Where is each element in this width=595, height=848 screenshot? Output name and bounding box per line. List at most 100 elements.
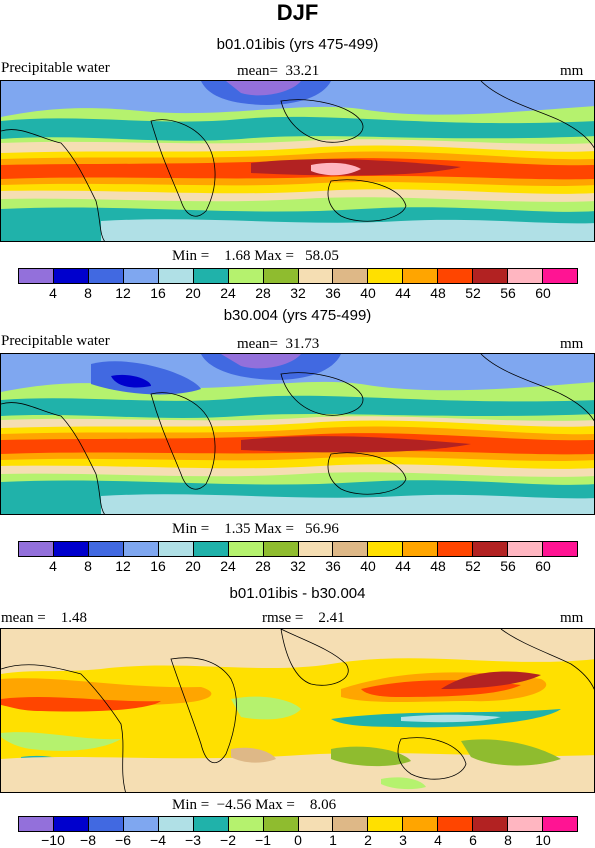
- colorbar-tick-label: 48: [430, 558, 446, 574]
- colorbar-swatch: [158, 269, 194, 283]
- panel-1-variable-label: Precipitable water: [1, 60, 110, 76]
- panel-2-colorbar-ticks: 4 8 12 16 20 24 28 32 36 40 44 48 52 56 60: [18, 558, 578, 574]
- colorbar-tick-label: 60: [535, 558, 551, 574]
- figure-title: DJF: [276, 0, 319, 25]
- colorbar-swatch: [193, 542, 229, 556]
- colorbar-swatch: [508, 269, 544, 283]
- colorbar-tick-label: 56: [500, 285, 516, 301]
- colorbar-swatch: [88, 817, 124, 831]
- colorbar-tick-label: 4: [434, 832, 442, 848]
- colorbar-swatch: [543, 269, 577, 283]
- colorbar-swatch: [123, 269, 159, 283]
- colorbar-swatch: [263, 817, 299, 831]
- colorbar-swatch: [158, 542, 194, 556]
- panel-3-units-label: mm: [560, 610, 584, 626]
- colorbar-swatch: [19, 269, 54, 283]
- colorbar-tick-label: 6: [469, 832, 477, 848]
- panel-2-variable-label: Precipitable water: [1, 333, 110, 349]
- colorbar-tick-label: 2: [364, 832, 372, 848]
- colorbar-tick-label: 40: [360, 285, 376, 301]
- panel-1-minmax: Min = 1.68 Max = 58.05: [172, 248, 339, 264]
- colorbar-tick-label: 56: [500, 558, 516, 574]
- panel-1-colorbar-ticks: 4 8 12 16 20 24 28 32 36 40 44 48 52 56 60: [18, 285, 578, 301]
- colorbar-swatch: [368, 542, 404, 556]
- colorbar-tick-label: −4: [150, 832, 166, 848]
- colorbar-tick-label: 44: [395, 285, 411, 301]
- colorbar-tick-label: 16: [150, 285, 166, 301]
- colorbar-tick-label: 44: [395, 558, 411, 574]
- panel-1-colorbar: [18, 268, 578, 284]
- colorbar-swatch: [263, 269, 299, 283]
- panel-3-rmse-label: rmse = 2.41: [262, 610, 345, 626]
- colorbar-tick-label: 20: [185, 285, 201, 301]
- colorbar-tick-label: 10: [535, 832, 551, 848]
- colorbar-swatch: [508, 817, 544, 831]
- panel-1-mean-label: mean= 33.21: [237, 63, 320, 79]
- colorbar-swatch: [193, 817, 229, 831]
- panel-3-map: [0, 628, 595, 793]
- colorbar-swatch: [473, 817, 509, 831]
- colorbar-swatch: [473, 269, 509, 283]
- colorbar-swatch: [123, 542, 159, 556]
- colorbar-swatch: [368, 817, 404, 831]
- colorbar-tick-label: 24: [220, 285, 236, 301]
- colorbar-tick-label: 52: [465, 558, 481, 574]
- colorbar-swatch: [298, 542, 334, 556]
- colorbar-tick-label: 12: [115, 285, 131, 301]
- colorbar-tick-label: 24: [220, 558, 236, 574]
- colorbar-swatch: [438, 542, 474, 556]
- panel-2-units-label: mm: [560, 336, 584, 352]
- panel-1-units-label: mm: [560, 63, 584, 79]
- colorbar-tick-label: 28: [255, 558, 271, 574]
- colorbar-tick-label: −6: [115, 832, 131, 848]
- panel-3-minmax: Min = −4.56 Max = 8.06: [172, 797, 337, 813]
- colorbar-swatch: [123, 817, 159, 831]
- colorbar-swatch: [53, 542, 89, 556]
- colorbar-swatch: [403, 269, 439, 283]
- colorbar-swatch: [333, 817, 369, 831]
- colorbar-tick-label: 60: [535, 285, 551, 301]
- colorbar-swatch: [403, 817, 439, 831]
- colorbar-swatch: [438, 269, 474, 283]
- colorbar-tick-label: −10: [41, 832, 65, 848]
- colorbar-swatch: [19, 817, 54, 831]
- panel-3-subtitle: b01.01ibis - b30.004: [229, 585, 366, 602]
- colorbar-tick-label: −2: [220, 832, 236, 848]
- panel-3-colorbar-ticks: −10 −8 −6 −4 −3 −2 −1 0 1 2 3 4 6 8 10: [18, 832, 578, 848]
- colorbar-tick-label: 52: [465, 285, 481, 301]
- colorbar-swatch: [53, 817, 89, 831]
- colorbar-tick-label: 1: [329, 832, 337, 848]
- colorbar-swatch: [263, 542, 299, 556]
- colorbar-swatch: [403, 542, 439, 556]
- colorbar-swatch: [333, 269, 369, 283]
- colorbar-tick-label: 8: [84, 558, 92, 574]
- colorbar-tick-label: 48: [430, 285, 446, 301]
- colorbar-swatch: [508, 542, 544, 556]
- panel-2-mean-label: mean= 31.73: [237, 336, 320, 352]
- colorbar-tick-label: 36: [325, 285, 341, 301]
- colorbar-tick-label: 4: [49, 558, 57, 574]
- panel-3-colorbar: [18, 816, 578, 832]
- colorbar-tick-label: 32: [290, 558, 306, 574]
- colorbar-tick-label: 32: [290, 285, 306, 301]
- colorbar-swatch: [543, 817, 577, 831]
- colorbar-swatch: [438, 817, 474, 831]
- panel-2-colorbar: [18, 541, 578, 557]
- colorbar-tick-label: 40: [360, 558, 376, 574]
- colorbar-tick-label: 16: [150, 558, 166, 574]
- colorbar-swatch: [368, 269, 404, 283]
- panel-2-minmax: Min = 1.35 Max = 56.96: [172, 521, 339, 537]
- panel-2-map: [0, 353, 595, 515]
- colorbar-swatch: [53, 269, 89, 283]
- panel-1-subtitle: b01.01ibis (yrs 475-499): [216, 36, 379, 53]
- panel-2-subtitle: b30.004 (yrs 475-499): [223, 307, 372, 324]
- colorbar-tick-label: 12: [115, 558, 131, 574]
- colorbar-tick-label: 36: [325, 558, 341, 574]
- colorbar-swatch: [19, 542, 54, 556]
- colorbar-swatch: [473, 542, 509, 556]
- colorbar-tick-label: −8: [80, 832, 96, 848]
- colorbar-swatch: [88, 542, 124, 556]
- panel-3-mean-label: mean = 1.48: [1, 610, 87, 626]
- colorbar-tick-label: 20: [185, 558, 201, 574]
- colorbar-tick-label: 0: [294, 832, 302, 848]
